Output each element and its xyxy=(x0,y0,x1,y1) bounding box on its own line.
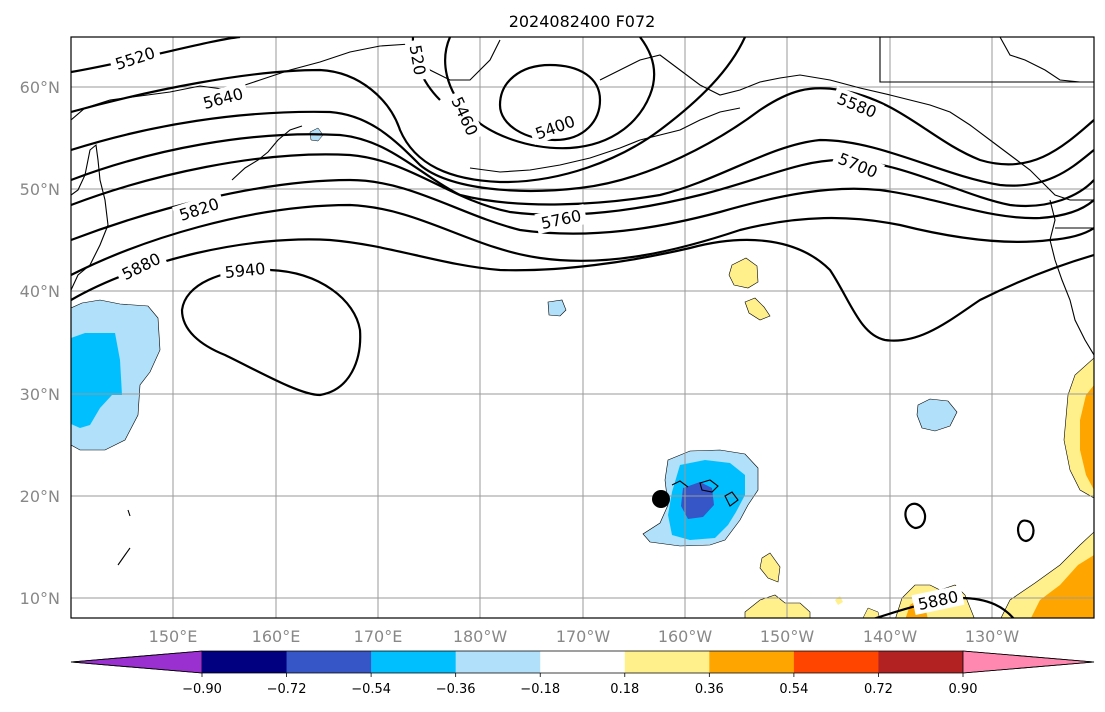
colorbar-box xyxy=(286,651,372,673)
colorbar-box xyxy=(793,651,879,673)
colorbar-box xyxy=(540,651,626,673)
coast-aleutian-west xyxy=(469,139,641,173)
colorbar-tick-label: −0.18 xyxy=(520,682,560,697)
coast-hawaii-3 xyxy=(724,491,739,507)
colorbar-tick-label: 0.72 xyxy=(864,682,893,697)
lon-label: 160°E xyxy=(252,627,301,646)
shade-yellow-1 xyxy=(728,257,759,289)
colorbar-tick-label: −0.54 xyxy=(351,682,391,697)
colorbar-box xyxy=(455,651,541,673)
coast-islands-1 xyxy=(117,547,131,566)
coast-hawaii-2 xyxy=(699,479,719,493)
lon-label: 180°W xyxy=(453,627,508,646)
contour-5880-north xyxy=(71,203,1094,276)
lat-label: 20°N xyxy=(20,487,60,506)
lon-label: 130°W xyxy=(965,627,1020,646)
lon-label: 150°E xyxy=(149,627,198,646)
colorbar-box xyxy=(624,651,710,673)
contour-5880-mid xyxy=(71,238,1094,342)
lat-label: 30°N xyxy=(20,385,60,404)
colorbar-box xyxy=(371,651,457,673)
shade-yellow-2 xyxy=(744,297,771,321)
colorbar-tick-label: −0.90 xyxy=(182,682,222,697)
lat-label: 60°N xyxy=(20,78,60,97)
shade-blob-2 xyxy=(916,398,958,432)
coast-west-america xyxy=(1049,199,1094,356)
lat-label: 10°N xyxy=(20,589,60,608)
contour-label-5940: 5940 xyxy=(224,259,266,282)
contour-5520 xyxy=(71,37,241,74)
contour-small-2 xyxy=(1016,519,1035,543)
shade-orange-east xyxy=(1080,385,1094,490)
shade-blob-1 xyxy=(547,299,567,317)
colorbar-tick-label: 0.90 xyxy=(949,682,978,697)
lon-label: 160°W xyxy=(658,627,713,646)
contour-5700 xyxy=(71,133,1094,206)
coast-kamchatka xyxy=(231,125,303,181)
lon-label: 170°W xyxy=(556,627,611,646)
coast-hawaii-1 xyxy=(671,480,689,488)
coast-yukon xyxy=(999,37,1081,83)
height-contours xyxy=(71,37,1094,618)
contour-5460 xyxy=(444,37,656,150)
colorbar-box xyxy=(202,651,288,673)
lon-label: 140°W xyxy=(863,627,918,646)
colorbar-tick-label: 0.54 xyxy=(779,682,808,697)
coast-aleutian-east xyxy=(639,107,741,141)
longitude-labels: 150°E 160°E 170°E 180°W 170°W 160°W 150°… xyxy=(149,627,1020,646)
contour-small-1 xyxy=(904,502,927,530)
lat-label: 50°N xyxy=(20,180,60,199)
contour-5400 xyxy=(498,63,602,142)
shade-west-medium xyxy=(71,333,122,428)
colorbar-extend-min xyxy=(70,650,203,674)
map-title: 2024082400 F072 xyxy=(509,12,656,31)
colorbar-tick-label: −0.36 xyxy=(436,682,476,697)
shade-yellow-6 xyxy=(862,607,880,618)
colorbar-tick-label: −0.72 xyxy=(267,682,307,697)
border-canada xyxy=(879,37,1094,83)
lon-label: 150°W xyxy=(760,627,815,646)
colorbar-extend-max xyxy=(962,650,1095,674)
shade-yellow-3 xyxy=(759,552,781,583)
colorbar-box xyxy=(709,651,795,673)
coast-islands-2 xyxy=(127,509,131,517)
colorbar-tick-label: 0.18 xyxy=(610,682,639,697)
contour-5820 xyxy=(71,178,1094,242)
contour-5640 xyxy=(71,37,747,184)
contour-5580 xyxy=(71,87,1094,192)
contour-5760 xyxy=(71,153,1094,216)
colorbar: −0.90 −0.72 −0.54 −0.36 −0.18 0.18 0.36 0.54 0.7… xyxy=(70,650,1095,697)
colorbar-tick-label: 0.36 xyxy=(695,682,724,697)
shaded-fields xyxy=(71,127,1094,618)
location-marker xyxy=(652,490,670,508)
map-frame xyxy=(70,36,1095,619)
shade-orange-se xyxy=(1031,555,1094,618)
contour-5940 xyxy=(180,268,362,397)
colorbar-box xyxy=(878,651,964,673)
coast-alaska xyxy=(599,54,1094,201)
lat-label: 40°N xyxy=(20,282,60,301)
lon-label: 170°E xyxy=(354,627,403,646)
latitude-labels: 60°N 50°N 40°N 30°N 20°N 10°N xyxy=(20,78,60,608)
